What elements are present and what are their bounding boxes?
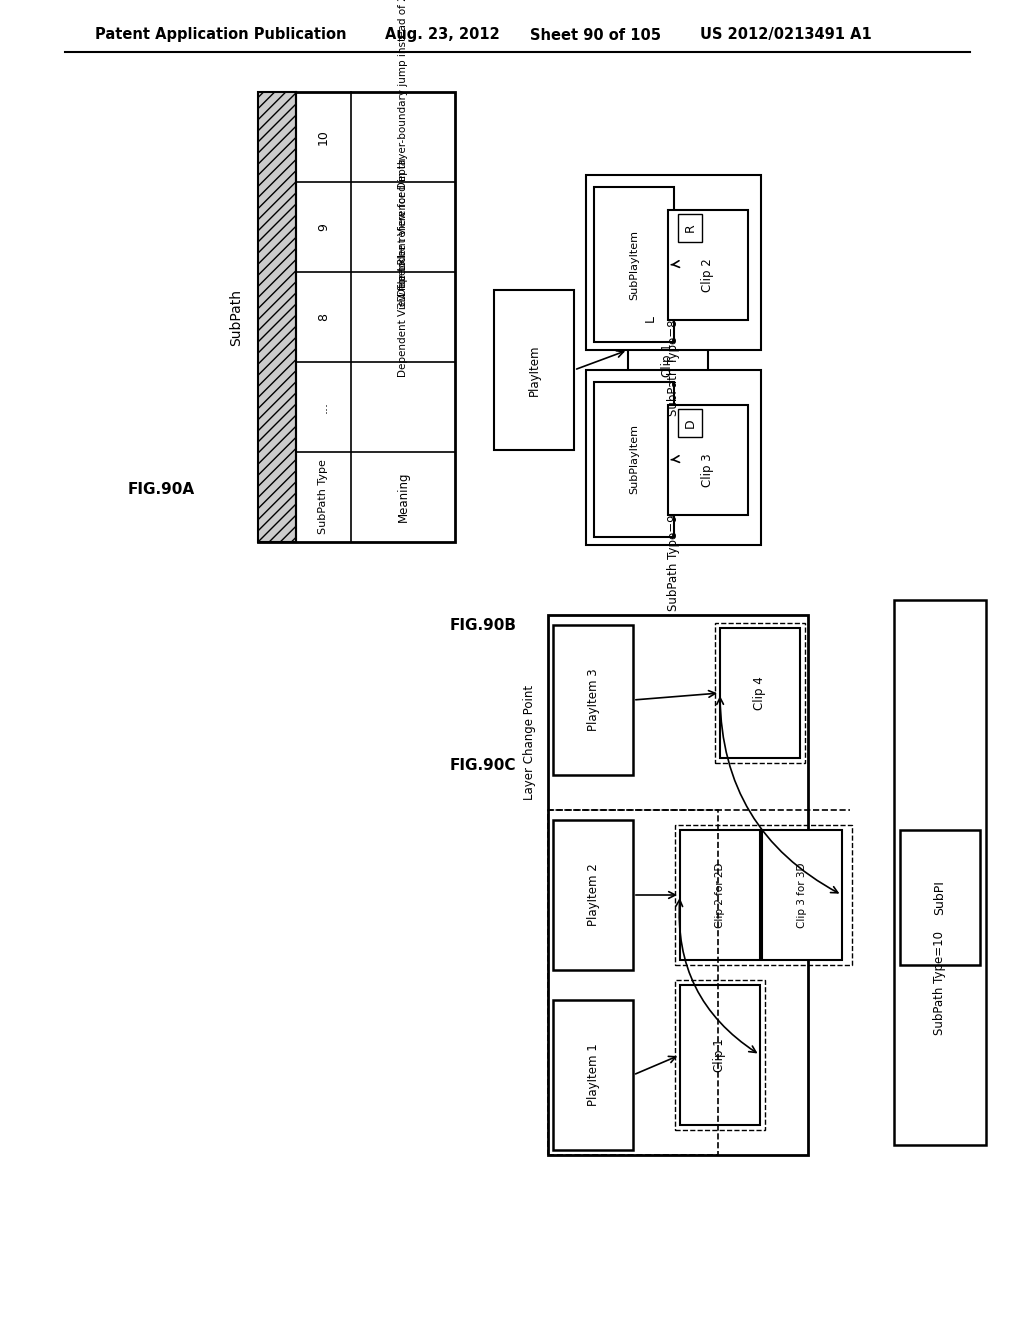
FancyBboxPatch shape — [668, 210, 748, 319]
Text: 9: 9 — [317, 223, 330, 231]
FancyBboxPatch shape — [628, 300, 708, 400]
Text: 10: 10 — [317, 129, 330, 145]
Text: L: L — [643, 314, 656, 322]
Text: Clip 3 for 3D: Clip 3 for 3D — [797, 862, 807, 928]
Text: US 2012/0213491 A1: US 2012/0213491 A1 — [700, 28, 871, 42]
Text: Clip 4: Clip 4 — [754, 676, 767, 710]
FancyBboxPatch shape — [586, 176, 761, 350]
Text: SubPI: SubPI — [934, 880, 946, 915]
Text: ...: ... — [317, 401, 330, 413]
Text: Patent Application Publication: Patent Application Publication — [95, 28, 346, 42]
FancyBboxPatch shape — [586, 370, 761, 545]
FancyBboxPatch shape — [258, 92, 296, 543]
Text: Meaning: Meaning — [396, 471, 410, 523]
Text: SubPath Type: SubPath Type — [318, 459, 329, 535]
Text: Clip 2: Clip 2 — [701, 259, 715, 292]
Text: Dependent View for Depth: Dependent View for Depth — [398, 158, 408, 296]
Text: Aug. 23, 2012: Aug. 23, 2012 — [385, 28, 500, 42]
Text: PlayItem: PlayItem — [527, 345, 541, 396]
Text: Clip 1: Clip 1 — [662, 343, 675, 378]
FancyBboxPatch shape — [553, 1001, 633, 1150]
FancyBboxPatch shape — [494, 290, 574, 450]
Text: FIG.90B: FIG.90B — [450, 618, 517, 632]
Text: SubPath Type=9: SubPath Type=9 — [667, 515, 680, 611]
Text: FIG.90A: FIG.90A — [128, 483, 196, 498]
Text: SubPath Type=10: SubPath Type=10 — [934, 931, 946, 1035]
FancyBboxPatch shape — [720, 628, 800, 758]
Text: Clip 1: Clip 1 — [714, 1038, 726, 1072]
FancyBboxPatch shape — [594, 381, 674, 537]
FancyBboxPatch shape — [680, 985, 760, 1125]
Text: Layer Change Point: Layer Change Point — [523, 685, 536, 800]
FancyBboxPatch shape — [594, 187, 674, 342]
Text: 8: 8 — [317, 313, 330, 321]
FancyBboxPatch shape — [678, 214, 702, 242]
Text: PlayItem 1: PlayItem 1 — [587, 1044, 599, 1106]
FancyBboxPatch shape — [553, 624, 633, 775]
Text: SubPath: SubPath — [229, 289, 243, 346]
Text: PlayItem 2: PlayItem 2 — [587, 863, 599, 927]
FancyBboxPatch shape — [668, 405, 748, 515]
FancyBboxPatch shape — [638, 304, 662, 333]
Text: FIG.90C: FIG.90C — [450, 758, 516, 772]
FancyBboxPatch shape — [678, 409, 702, 437]
Text: Sheet 90 of 105: Sheet 90 of 105 — [530, 28, 662, 42]
Text: SubPlayItem: SubPlayItem — [629, 230, 639, 300]
Text: D: D — [683, 418, 696, 428]
Text: Dependent View for LR: Dependent View for LR — [398, 257, 408, 376]
FancyBboxPatch shape — [680, 830, 760, 960]
Text: R: R — [683, 223, 696, 232]
Text: 3D file to be referenced in layer-boundary jump instead of 2D file: 3D file to be referenced in layer-bounda… — [398, 0, 408, 308]
FancyBboxPatch shape — [258, 92, 455, 543]
Text: SubPlayItem: SubPlayItem — [629, 425, 639, 495]
FancyBboxPatch shape — [553, 820, 633, 970]
Text: Clip 3: Clip 3 — [701, 453, 715, 487]
FancyBboxPatch shape — [762, 830, 842, 960]
Text: PlayItem 3: PlayItem 3 — [587, 669, 599, 731]
Text: Clip 2 for 2D: Clip 2 for 2D — [715, 862, 725, 928]
Text: SubPath Type=8: SubPath Type=8 — [667, 319, 680, 416]
FancyBboxPatch shape — [900, 830, 980, 965]
